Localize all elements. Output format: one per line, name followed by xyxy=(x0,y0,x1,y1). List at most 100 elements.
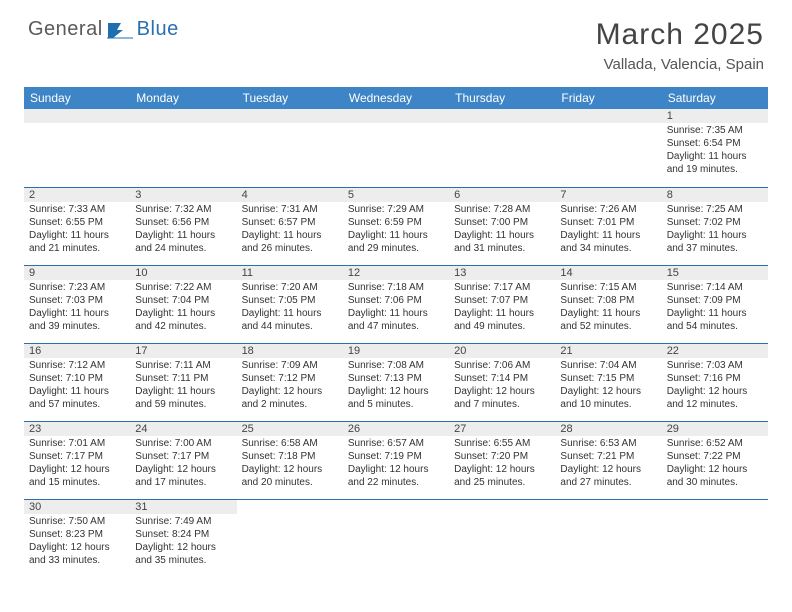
sunrise-text: Sunrise: 7:23 AM xyxy=(29,281,125,294)
daylight-text: Daylight: 11 hours and 49 minutes. xyxy=(454,307,550,333)
calendar-cell: 9Sunrise: 7:23 AMSunset: 7:03 PMDaylight… xyxy=(24,265,130,343)
day-number: 31 xyxy=(130,500,236,514)
sunset-text: Sunset: 7:20 PM xyxy=(454,450,550,463)
calendar-cell xyxy=(449,499,555,577)
day-number: 18 xyxy=(237,344,343,358)
calendar-cell: 19Sunrise: 7:08 AMSunset: 7:13 PMDayligh… xyxy=(343,343,449,421)
sunrise-text: Sunrise: 7:14 AM xyxy=(667,281,763,294)
day-number: 8 xyxy=(662,188,768,202)
day-info: Sunrise: 7:31 AMSunset: 6:57 PMDaylight:… xyxy=(237,202,343,257)
day-info: Sunrise: 6:53 AMSunset: 7:21 PMDaylight:… xyxy=(555,436,661,491)
sunrise-text: Sunrise: 6:52 AM xyxy=(667,437,763,450)
day-number: 24 xyxy=(130,422,236,436)
daylight-text: Daylight: 12 hours and 12 minutes. xyxy=(667,385,763,411)
daylight-text: Daylight: 12 hours and 10 minutes. xyxy=(560,385,656,411)
calendar-cell: 22Sunrise: 7:03 AMSunset: 7:16 PMDayligh… xyxy=(662,343,768,421)
day-info: Sunrise: 7:08 AMSunset: 7:13 PMDaylight:… xyxy=(343,358,449,413)
daylight-text: Daylight: 12 hours and 33 minutes. xyxy=(29,541,125,567)
day-number: 16 xyxy=(24,344,130,358)
calendar-week-row: 30Sunrise: 7:50 AMSunset: 8:23 PMDayligh… xyxy=(24,499,768,577)
calendar-cell: 14Sunrise: 7:15 AMSunset: 7:08 PMDayligh… xyxy=(555,265,661,343)
sunset-text: Sunset: 7:10 PM xyxy=(29,372,125,385)
day-number: 23 xyxy=(24,422,130,436)
day-number: 29 xyxy=(662,422,768,436)
sunrise-text: Sunrise: 6:58 AM xyxy=(242,437,338,450)
sunrise-text: Sunrise: 7:11 AM xyxy=(135,359,231,372)
sunset-text: Sunset: 7:09 PM xyxy=(667,294,763,307)
calendar-cell xyxy=(555,499,661,577)
calendar-cell: 30Sunrise: 7:50 AMSunset: 8:23 PMDayligh… xyxy=(24,499,130,577)
day-info: Sunrise: 7:29 AMSunset: 6:59 PMDaylight:… xyxy=(343,202,449,257)
sunset-text: Sunset: 7:01 PM xyxy=(560,216,656,229)
sunrise-text: Sunrise: 7:31 AM xyxy=(242,203,338,216)
month-title: March 2025 xyxy=(596,18,764,52)
sunrise-text: Sunrise: 7:17 AM xyxy=(454,281,550,294)
day-number: 28 xyxy=(555,422,661,436)
calendar-cell: 21Sunrise: 7:04 AMSunset: 7:15 PMDayligh… xyxy=(555,343,661,421)
day-info: Sunrise: 7:14 AMSunset: 7:09 PMDaylight:… xyxy=(662,280,768,335)
day-info: Sunrise: 7:15 AMSunset: 7:08 PMDaylight:… xyxy=(555,280,661,335)
calendar-cell: 1Sunrise: 7:35 AMSunset: 6:54 PMDaylight… xyxy=(662,109,768,187)
day-info: Sunrise: 6:58 AMSunset: 7:18 PMDaylight:… xyxy=(237,436,343,491)
sunrise-text: Sunrise: 7:08 AM xyxy=(348,359,444,372)
sunset-text: Sunset: 8:23 PM xyxy=(29,528,125,541)
day-number: 25 xyxy=(237,422,343,436)
sunset-text: Sunset: 7:21 PM xyxy=(560,450,656,463)
day-info: Sunrise: 7:23 AMSunset: 7:03 PMDaylight:… xyxy=(24,280,130,335)
sunset-text: Sunset: 7:16 PM xyxy=(667,372,763,385)
calendar-cell: 26Sunrise: 6:57 AMSunset: 7:19 PMDayligh… xyxy=(343,421,449,499)
sunrise-text: Sunrise: 7:25 AM xyxy=(667,203,763,216)
daylight-text: Daylight: 11 hours and 34 minutes. xyxy=(560,229,656,255)
daylight-text: Daylight: 11 hours and 37 minutes. xyxy=(667,229,763,255)
sunset-text: Sunset: 7:19 PM xyxy=(348,450,444,463)
day-info: Sunrise: 6:52 AMSunset: 7:22 PMDaylight:… xyxy=(662,436,768,491)
daylight-text: Daylight: 12 hours and 15 minutes. xyxy=(29,463,125,489)
sunset-text: Sunset: 7:18 PM xyxy=(242,450,338,463)
logo-text-general: General xyxy=(28,18,103,41)
day-info: Sunrise: 7:04 AMSunset: 7:15 PMDaylight:… xyxy=(555,358,661,413)
daylight-text: Daylight: 12 hours and 5 minutes. xyxy=(348,385,444,411)
weekday-wed: Wednesday xyxy=(343,87,449,109)
day-number: 22 xyxy=(662,344,768,358)
calendar-cell: 28Sunrise: 6:53 AMSunset: 7:21 PMDayligh… xyxy=(555,421,661,499)
calendar-cell: 29Sunrise: 6:52 AMSunset: 7:22 PMDayligh… xyxy=(662,421,768,499)
sunrise-text: Sunrise: 7:32 AM xyxy=(135,203,231,216)
daylight-text: Daylight: 11 hours and 21 minutes. xyxy=(29,229,125,255)
sunrise-text: Sunrise: 7:15 AM xyxy=(560,281,656,294)
calendar-cell xyxy=(555,109,661,187)
calendar-cell xyxy=(24,109,130,187)
calendar-table: Sunday Monday Tuesday Wednesday Thursday… xyxy=(24,87,768,577)
calendar-cell: 13Sunrise: 7:17 AMSunset: 7:07 PMDayligh… xyxy=(449,265,555,343)
logo: General Blue xyxy=(28,18,179,41)
sunset-text: Sunset: 7:14 PM xyxy=(454,372,550,385)
sunset-text: Sunset: 7:11 PM xyxy=(135,372,231,385)
calendar-cell: 16Sunrise: 7:12 AMSunset: 7:10 PMDayligh… xyxy=(24,343,130,421)
day-number: 2 xyxy=(24,188,130,202)
title-block: March 2025 Vallada, Valencia, Spain xyxy=(596,18,764,73)
daylight-text: Daylight: 12 hours and 22 minutes. xyxy=(348,463,444,489)
day-info: Sunrise: 6:55 AMSunset: 7:20 PMDaylight:… xyxy=(449,436,555,491)
day-number: 5 xyxy=(343,188,449,202)
day-number: 12 xyxy=(343,266,449,280)
calendar-cell: 31Sunrise: 7:49 AMSunset: 8:24 PMDayligh… xyxy=(130,499,236,577)
empty-daynum-bar xyxy=(449,109,555,123)
daylight-text: Daylight: 11 hours and 29 minutes. xyxy=(348,229,444,255)
sunrise-text: Sunrise: 7:00 AM xyxy=(135,437,231,450)
day-info: Sunrise: 7:18 AMSunset: 7:06 PMDaylight:… xyxy=(343,280,449,335)
sunrise-text: Sunrise: 6:57 AM xyxy=(348,437,444,450)
day-info: Sunrise: 7:26 AMSunset: 7:01 PMDaylight:… xyxy=(555,202,661,257)
sunset-text: Sunset: 7:17 PM xyxy=(29,450,125,463)
calendar-cell: 12Sunrise: 7:18 AMSunset: 7:06 PMDayligh… xyxy=(343,265,449,343)
day-number: 7 xyxy=(555,188,661,202)
day-number: 14 xyxy=(555,266,661,280)
daylight-text: Daylight: 11 hours and 39 minutes. xyxy=(29,307,125,333)
sunset-text: Sunset: 7:17 PM xyxy=(135,450,231,463)
sunrise-text: Sunrise: 7:06 AM xyxy=(454,359,550,372)
calendar-cell: 2Sunrise: 7:33 AMSunset: 6:55 PMDaylight… xyxy=(24,187,130,265)
sunrise-text: Sunrise: 7:03 AM xyxy=(667,359,763,372)
sunrise-text: Sunrise: 7:29 AM xyxy=(348,203,444,216)
sunrise-text: Sunrise: 7:22 AM xyxy=(135,281,231,294)
weekday-sat: Saturday xyxy=(662,87,768,109)
day-number: 3 xyxy=(130,188,236,202)
sunrise-text: Sunrise: 7:04 AM xyxy=(560,359,656,372)
